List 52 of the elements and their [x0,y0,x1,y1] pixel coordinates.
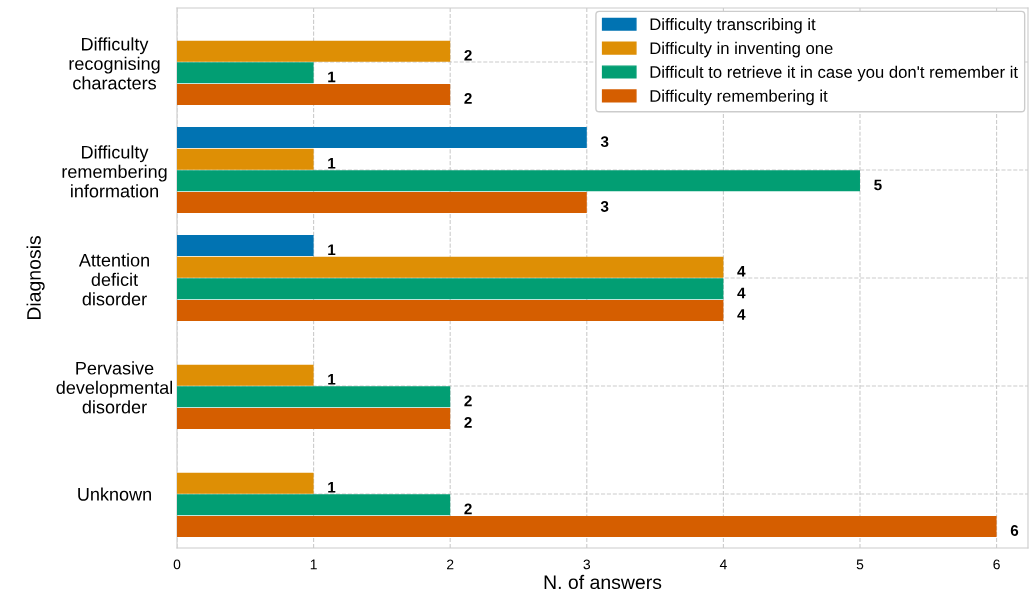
x-tick-label: 5 [856,559,864,570]
bar [177,386,451,408]
bar [177,148,314,170]
data-label: 2 [464,417,472,428]
x-tick-label: 1 [310,559,317,570]
y-tick-label: Difficulty remembering information [62,145,167,198]
x-tick-label: 2 [447,559,454,570]
y-tick-label: Unknown [78,487,151,501]
bar [177,235,314,257]
data-label: 1 [328,71,336,83]
bar [177,191,587,213]
y-tick-label: Attention deficit disorder [78,253,149,306]
bar [177,278,724,300]
x-tick-label: 6 [993,559,1000,570]
data-label: 3 [600,136,609,148]
x-tick-label: 4 [719,559,727,570]
data-label: 1 [328,158,336,169]
data-label: 4 [737,266,746,277]
bar [177,472,314,494]
y-axis-title: Diagnosis [26,236,45,320]
bar [177,407,451,429]
data-label: 2 [464,395,472,407]
legend-label: Difficulty transcribing it [650,18,816,34]
legend-label: Difficulty remembering it [650,89,828,106]
bar [177,62,314,84]
bar [177,127,587,149]
data-label: 3 [600,201,609,212]
x-tick-label: 3 [583,559,591,570]
data-label: 2 [464,49,472,61]
data-label: 2 [464,93,472,104]
bar [177,170,860,192]
data-label: 1 [328,482,336,493]
bar [177,364,314,386]
data-label: 4 [737,309,746,320]
data-label: 4 [737,287,746,299]
data-label: 6 [1010,525,1019,536]
y-tick-label: Difficulty recognising characters [69,37,160,90]
bar [177,256,724,278]
bar [177,83,451,105]
y-tick-label: Pervasive developmental disorder [56,361,173,414]
bar [177,299,724,321]
data-label: 1 [328,244,336,255]
bar [177,494,451,516]
x-axis-title: N. of answers [544,574,662,590]
data-label: 1 [328,374,336,385]
data-label: 2 [464,503,472,515]
x-tick-label: 0 [173,559,181,570]
legend-label: Difficult to retrieve it in case you don't remember it [650,65,1018,82]
bar [177,40,451,62]
legend-label: Difficulty in inventing one [650,41,833,58]
data-label: 5 [874,179,882,191]
bar [177,515,997,537]
